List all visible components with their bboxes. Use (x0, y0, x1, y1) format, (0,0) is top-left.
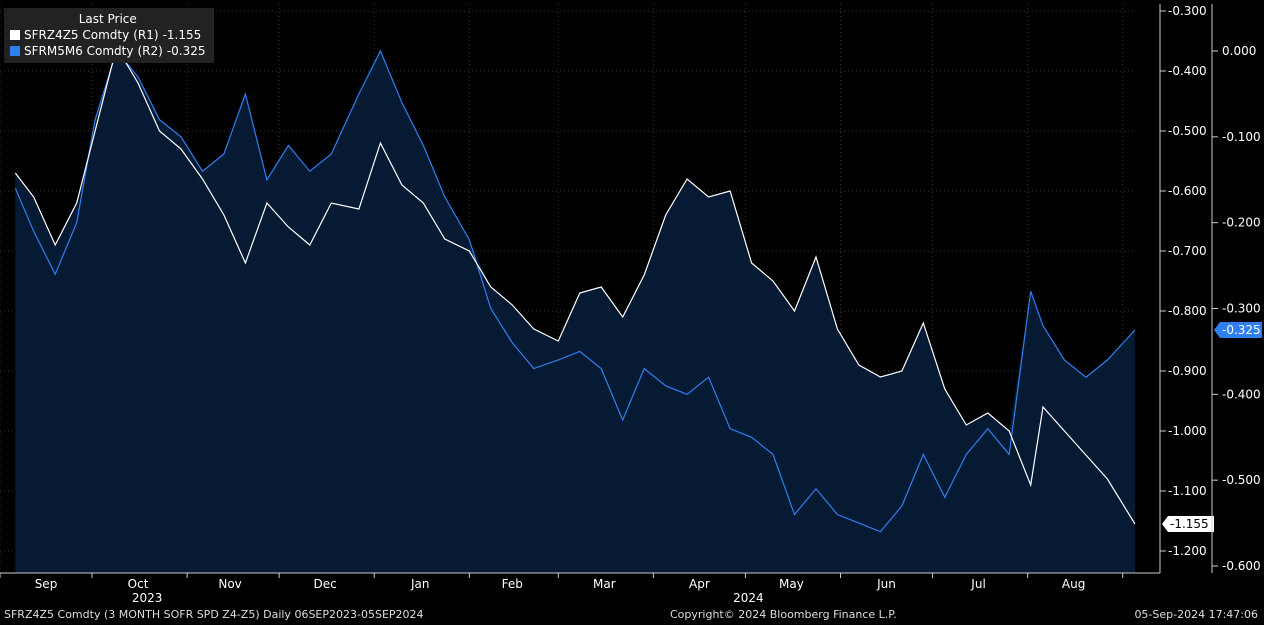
legend-header: Last Price (78, 12, 137, 26)
r2-tick-label: -0.200 (1222, 216, 1261, 230)
r1-tick-label: -0.500 (1168, 124, 1207, 138)
x-month-label: Nov (218, 577, 241, 591)
r2-last-label: -0.325 (1222, 323, 1261, 337)
x-month-label: Feb (502, 577, 523, 591)
x-year-label: 2024 (733, 591, 764, 605)
x-month-label: Jul (970, 577, 985, 591)
x-month-label: Dec (314, 577, 337, 591)
x-month-label: Jan (410, 577, 430, 591)
x-month-label: Mar (593, 577, 616, 591)
r1-tick-label: -1.000 (1168, 424, 1207, 438)
r2-tick-label: -0.500 (1222, 473, 1261, 487)
r1-tick-label: -0.300 (1168, 4, 1207, 18)
legend-last-series1: -1.155 (162, 28, 202, 42)
footer-copyright: Copyright© 2024 Bloomberg Finance L.P. (670, 608, 897, 621)
legend-item-series2: SFRM5M6 Comdty (R2) -0.325 (10, 43, 206, 59)
x-month-label: Jun (876, 577, 896, 591)
footer-timestamp: 05-Sep-2024 17:47:06 (1134, 608, 1258, 621)
r2-last-tag (1214, 321, 1262, 338)
legend-swatch-series2 (10, 46, 20, 56)
series-lines (14, 45, 1136, 533)
r1-last-label: -1.155 (1170, 517, 1209, 531)
x-year-label: 2023 (132, 591, 163, 605)
r1-tick-label: -0.400 (1168, 64, 1207, 78)
x-axis: Sep Oct Nov Dec Jan Feb Mar Apr May Jun Jul Aug 2023… (0, 572, 1160, 605)
r1-tick-label: -1.200 (1168, 544, 1207, 558)
legend-axis-series1: (R1) (133, 28, 159, 42)
series-line-sfrm5m6 (14, 49, 1136, 533)
x-month-label: May (779, 577, 804, 591)
r2-axis: 0.000 -0.100 -0.200 -0.300 -0.400 -0.500 -0.60… (1211, 4, 1262, 573)
r1-last-tag (1162, 516, 1214, 532)
r1-tick-label: -0.900 (1168, 364, 1207, 378)
legend-item-series1: SFRZ4Z5 Comdty (R1) -1.155 (10, 27, 206, 43)
legend-last-series2: -0.325 (166, 44, 206, 58)
legend-ticker-series2: SFRM5M6 Comdty (24, 44, 134, 58)
legend-swatch-series1 (10, 30, 20, 40)
footer-left: SFRZ4Z5 Comdty (3 MONTH SOFR SPD Z4-Z5) … (4, 608, 424, 621)
r2-tick-label: -0.400 (1222, 387, 1261, 401)
r2-tick-label: -0.300 (1222, 302, 1261, 316)
x-month-label: Aug (1062, 577, 1085, 591)
r2-tick-label: -0.100 (1222, 130, 1261, 144)
x-month-label: Oct (128, 577, 149, 591)
r1-tick-label: -1.100 (1168, 484, 1207, 498)
r1-tick-label: -0.800 (1168, 304, 1207, 318)
series-areas (15, 47, 1135, 573)
r1-axis: -0.300 -0.400 -0.500 -0.600 -0.700 -0.800 -0.9… (1159, 4, 1214, 573)
r1-tick-label: -0.600 (1168, 184, 1207, 198)
legend-ticker-series1: SFRZ4Z5 Comdty (24, 28, 130, 42)
r2-tick-label: -0.600 (1222, 559, 1261, 573)
r1-tick-label: -0.700 (1168, 244, 1207, 258)
x-month-label: Apr (689, 577, 710, 591)
series-line-sfrz4z5 (14, 45, 1136, 525)
r2-tick-label: 0.000 (1222, 44, 1256, 58)
legend-axis-series2: (R2) (137, 44, 163, 58)
legend: Last Price SFRZ4Z5 Comdty (R1) -1.155 SF… (4, 8, 214, 63)
series-area-fill (15, 47, 1135, 573)
x-month-label: Sep (35, 577, 58, 591)
